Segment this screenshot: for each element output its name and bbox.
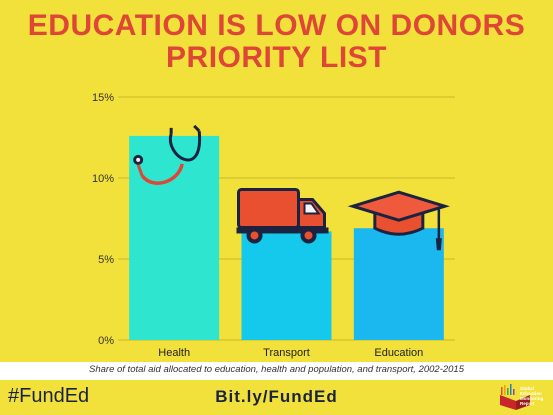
x-tick-label: Education [374, 347, 423, 359]
caption-band [0, 362, 553, 380]
bar-transport [241, 231, 332, 340]
chart-caption: Share of total aid allocated to educatio… [89, 364, 464, 375]
truck-icon [236, 187, 329, 244]
y-tick-label: 10% [92, 173, 114, 185]
x-tick-label: Health [158, 347, 190, 359]
title-line-1: EDUCATION IS LOW ON DONORS [27, 9, 526, 42]
y-tick-label: 0% [98, 335, 114, 347]
title-line-2: PRIORITY LIST [166, 41, 387, 74]
bar-health [129, 135, 220, 340]
bar-education [353, 228, 444, 340]
stethoscope-icon [133, 124, 201, 185]
gem-report-logo-icon [500, 384, 530, 410]
y-tick-label: 5% [98, 254, 114, 266]
x-tick-label: Transport [263, 347, 310, 359]
hashtag[interactable]: #FundEd [8, 385, 90, 407]
bar-chart: 0% 5% 10% 15% Health Transport Education [92, 92, 455, 359]
graduation-cap-icon [347, 190, 450, 251]
short-link[interactable]: Bit.ly/FundEd [215, 387, 338, 406]
y-tick-label: 15% [92, 92, 114, 104]
logo-text: Global Education Monitoring Report [520, 386, 544, 406]
